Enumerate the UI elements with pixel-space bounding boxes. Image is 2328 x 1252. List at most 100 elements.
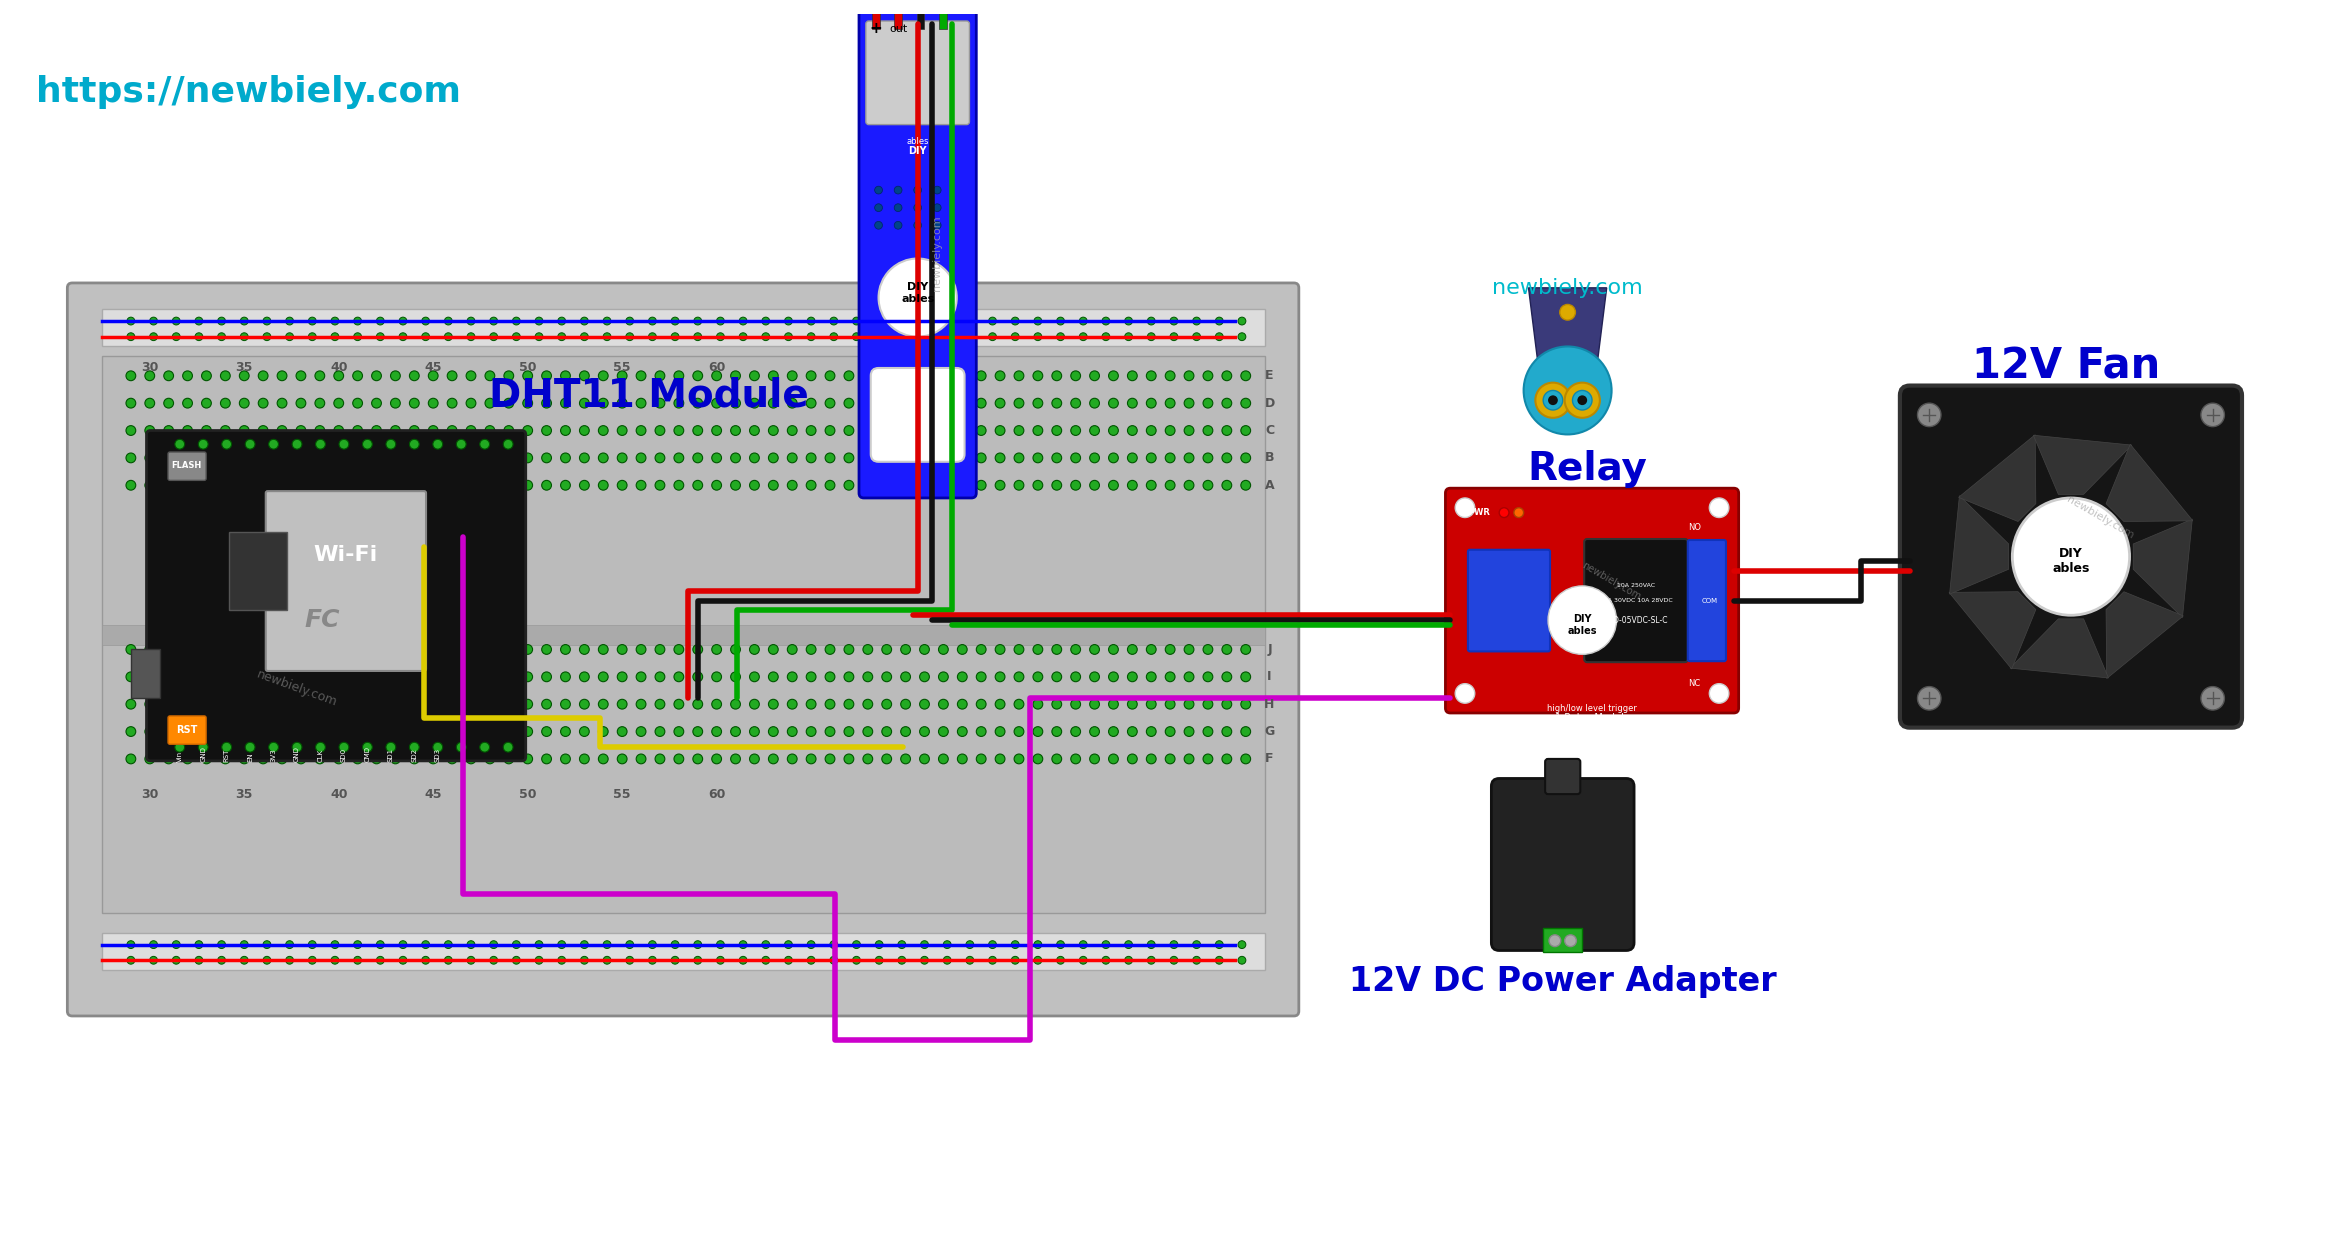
Circle shape [333, 754, 345, 764]
Circle shape [1145, 700, 1157, 709]
Circle shape [636, 672, 645, 681]
Circle shape [340, 439, 349, 449]
Text: SD1: SD1 [389, 747, 393, 762]
Circle shape [598, 645, 608, 655]
Circle shape [317, 742, 326, 752]
Circle shape [654, 726, 666, 736]
Circle shape [277, 398, 286, 408]
Circle shape [1185, 672, 1194, 681]
Text: COM: COM [1702, 597, 1718, 603]
Polygon shape [1529, 288, 1606, 366]
Circle shape [975, 726, 987, 736]
Circle shape [1185, 754, 1194, 764]
Circle shape [1222, 398, 1232, 408]
FancyBboxPatch shape [1585, 540, 1688, 662]
Circle shape [805, 371, 817, 381]
Circle shape [296, 700, 305, 709]
Circle shape [1010, 957, 1020, 964]
Circle shape [391, 726, 400, 736]
Circle shape [882, 645, 892, 655]
Circle shape [244, 439, 256, 449]
Circle shape [524, 645, 533, 655]
Bar [917, 0, 924, 29]
Circle shape [542, 726, 552, 736]
Circle shape [808, 957, 815, 964]
Circle shape [636, 481, 645, 490]
Circle shape [1090, 371, 1099, 381]
Circle shape [468, 333, 475, 341]
Circle shape [333, 371, 345, 381]
Circle shape [144, 672, 154, 681]
Circle shape [580, 481, 589, 490]
Circle shape [864, 645, 873, 655]
Text: Relay: Relay [1527, 449, 1648, 487]
Circle shape [314, 754, 324, 764]
Circle shape [372, 645, 382, 655]
Circle shape [240, 481, 249, 490]
Circle shape [484, 645, 496, 655]
Circle shape [694, 940, 701, 949]
Circle shape [512, 317, 519, 326]
Circle shape [1101, 317, 1110, 326]
Circle shape [712, 398, 722, 408]
Circle shape [957, 398, 966, 408]
Circle shape [1034, 317, 1041, 326]
Circle shape [258, 398, 268, 408]
Circle shape [875, 187, 882, 194]
Circle shape [126, 700, 135, 709]
Text: 12V DC Power Adapter: 12V DC Power Adapter [1348, 965, 1776, 998]
Circle shape [580, 371, 589, 381]
Circle shape [277, 672, 286, 681]
Circle shape [750, 398, 759, 408]
Circle shape [675, 426, 684, 436]
Circle shape [561, 398, 570, 408]
Circle shape [182, 371, 193, 381]
Circle shape [1171, 957, 1178, 964]
Circle shape [240, 398, 249, 408]
Text: NC: NC [1688, 679, 1702, 689]
Circle shape [447, 754, 456, 764]
Circle shape [943, 940, 952, 949]
Circle shape [617, 481, 626, 490]
Circle shape [1204, 726, 1213, 736]
Circle shape [694, 317, 701, 326]
Circle shape [882, 398, 892, 408]
Circle shape [975, 754, 987, 764]
Circle shape [561, 371, 570, 381]
Circle shape [1015, 426, 1024, 436]
Circle shape [785, 333, 792, 341]
Circle shape [845, 645, 854, 655]
Circle shape [875, 940, 882, 949]
Circle shape [354, 754, 363, 764]
Circle shape [617, 453, 626, 463]
Circle shape [580, 426, 589, 436]
Polygon shape [2009, 618, 2109, 679]
Circle shape [1015, 645, 1024, 655]
Circle shape [975, 453, 987, 463]
Circle shape [163, 398, 175, 408]
Circle shape [626, 957, 633, 964]
Circle shape [768, 754, 778, 764]
Circle shape [1090, 726, 1099, 736]
Circle shape [542, 398, 552, 408]
Circle shape [466, 645, 475, 655]
Circle shape [617, 398, 626, 408]
Circle shape [1080, 940, 1087, 949]
Circle shape [580, 453, 589, 463]
Circle shape [144, 371, 154, 381]
Circle shape [307, 333, 317, 341]
Circle shape [1010, 317, 1020, 326]
Circle shape [149, 957, 158, 964]
Circle shape [524, 398, 533, 408]
Circle shape [966, 957, 973, 964]
Circle shape [1127, 426, 1138, 436]
Circle shape [1124, 940, 1131, 949]
Text: RST: RST [223, 749, 230, 762]
Circle shape [126, 726, 135, 736]
Circle shape [524, 754, 533, 764]
Circle shape [934, 204, 941, 212]
Circle shape [598, 371, 608, 381]
Circle shape [920, 672, 929, 681]
Circle shape [1241, 754, 1250, 764]
Circle shape [410, 439, 419, 449]
